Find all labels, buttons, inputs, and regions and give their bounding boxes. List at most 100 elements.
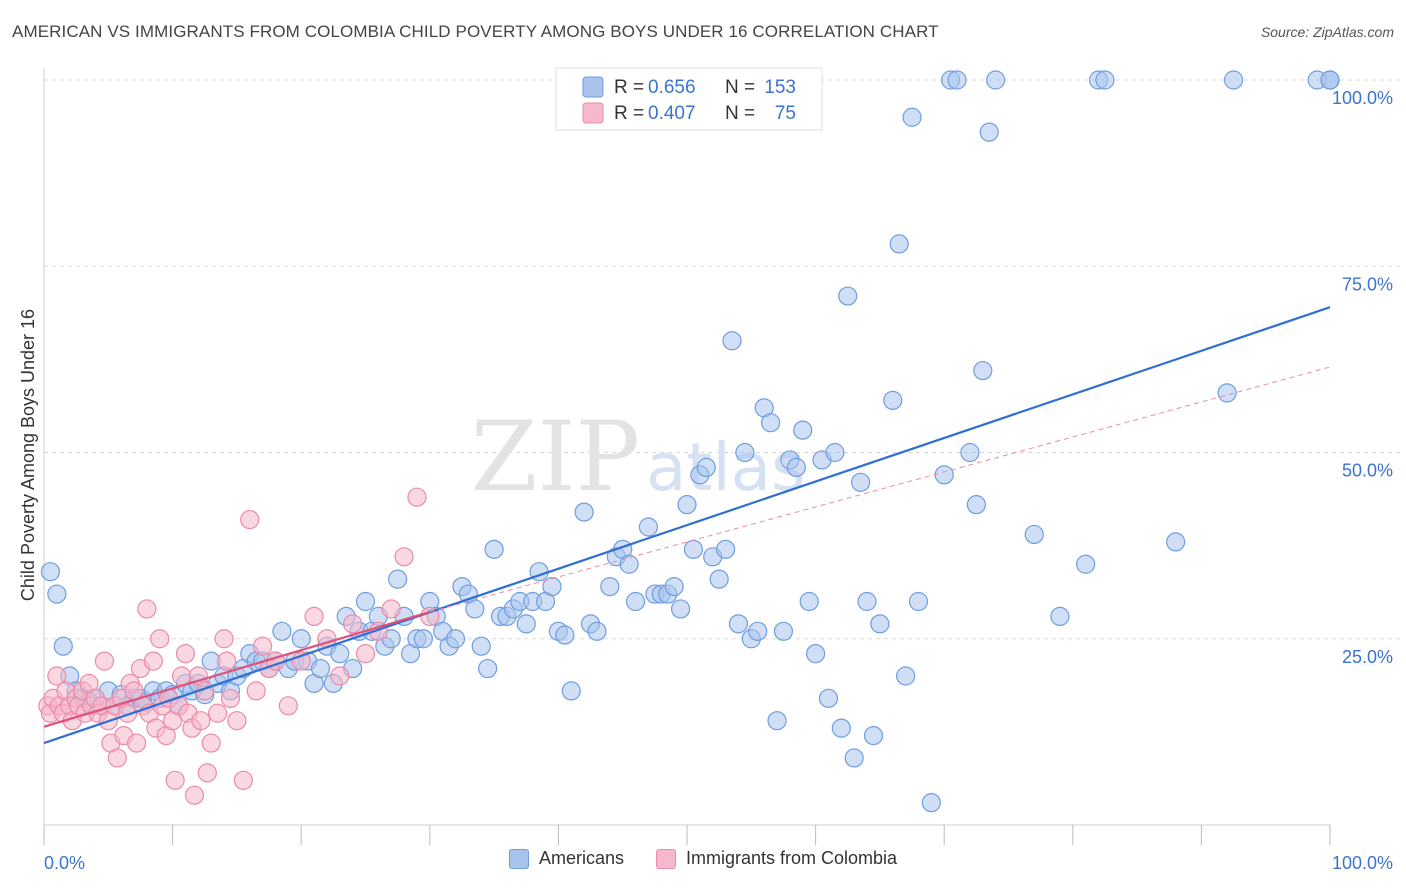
- legend-label-americans: Americans: [538, 848, 624, 868]
- point-americans: [799, 591, 819, 612]
- point-americans: [979, 122, 999, 142]
- x-tick-label-min: 0.0%: [44, 853, 85, 873]
- point-americans: [638, 517, 659, 537]
- y-axis-label: Child Poverty Among Boys Under 16: [18, 309, 38, 601]
- y-tick-label: 100.0%: [1332, 88, 1393, 108]
- point-americans: [1095, 70, 1115, 90]
- point-americans: [709, 569, 729, 589]
- point-colombia: [217, 651, 237, 671]
- point-americans: [857, 591, 877, 612]
- point-colombia: [191, 711, 211, 731]
- point-colombia: [201, 733, 221, 753]
- point-americans: [934, 465, 954, 485]
- point-americans: [728, 614, 749, 634]
- watermark: ZIP atlas: [471, 401, 806, 513]
- trend-layer: [43, 306, 1331, 745]
- legend-swatch-colombia-bottom: [655, 848, 676, 869]
- point-americans: [53, 636, 73, 656]
- point-americans: [47, 584, 67, 604]
- legend-item-colombia[interactable]: Immigrants from Colombia: [655, 848, 898, 869]
- point-americans: [818, 688, 839, 708]
- point-americans: [670, 599, 691, 619]
- point-americans: [844, 748, 864, 768]
- point-colombia: [47, 666, 67, 686]
- point-americans: [838, 286, 858, 306]
- point-americans: [786, 457, 806, 477]
- point-americans: [908, 591, 929, 612]
- point-americans: [986, 70, 1006, 90]
- point-americans: [683, 539, 704, 559]
- point-colombia: [214, 629, 234, 649]
- point-americans: [870, 614, 890, 634]
- point-americans: [1076, 554, 1096, 574]
- point-colombia: [394, 547, 414, 567]
- point-colombia: [208, 703, 228, 723]
- point-americans: [825, 442, 845, 463]
- point-colombia: [330, 666, 350, 686]
- point-colombia: [175, 644, 196, 664]
- point-colombia: [137, 599, 157, 619]
- point-colombia: [407, 487, 427, 507]
- point-americans: [767, 711, 787, 731]
- point-americans: [600, 576, 620, 597]
- point-americans: [831, 718, 851, 738]
- point-americans: [966, 495, 986, 515]
- point-americans: [40, 562, 61, 582]
- point-colombia: [240, 509, 260, 530]
- point-americans: [1320, 70, 1340, 90]
- point-americans: [677, 495, 697, 515]
- point-colombia: [220, 688, 241, 708]
- point-americans: [805, 644, 826, 664]
- point-americans: [722, 331, 742, 351]
- point-americans: [902, 107, 922, 127]
- point-americans: [863, 725, 884, 746]
- legend-r-value-americans: 0.656: [648, 77, 696, 98]
- point-americans: [413, 629, 433, 649]
- point-americans: [696, 457, 716, 477]
- point-americans: [1024, 524, 1044, 545]
- point-colombia: [150, 629, 170, 649]
- point-americans: [793, 420, 813, 440]
- point-colombia: [381, 599, 401, 619]
- source-credit: Source: ZipAtlas.com: [1260, 24, 1394, 40]
- legend-n-label-americans: N =: [725, 77, 755, 98]
- points-layer: [38, 70, 1340, 813]
- point-americans: [555, 625, 575, 645]
- point-americans: [561, 681, 581, 701]
- point-americans: [471, 636, 491, 656]
- point-americans: [715, 539, 736, 559]
- legend-label-colombia: Immigrants from Colombia: [685, 848, 898, 868]
- point-americans: [330, 644, 350, 664]
- y-tick-label: 50.0%: [1342, 461, 1393, 481]
- point-americans: [896, 666, 916, 686]
- point-americans: [478, 658, 498, 679]
- legend-n-label-colombia: N =: [725, 103, 755, 124]
- trend-line-americans: [43, 306, 1331, 745]
- point-americans: [947, 70, 967, 90]
- grid-layer: [44, 79, 1400, 640]
- point-americans: [516, 614, 536, 634]
- point-colombia: [117, 703, 138, 723]
- legend-swatch-americans: [582, 76, 604, 98]
- point-colombia: [253, 636, 273, 656]
- point-colombia: [233, 770, 253, 790]
- point-colombia: [126, 733, 147, 753]
- legend-item-americans[interactable]: Americans: [508, 848, 624, 869]
- legend-swatch-colombia: [582, 102, 604, 124]
- watermark-zip: ZIP: [471, 401, 640, 513]
- point-americans: [1166, 532, 1186, 552]
- point-americans: [960, 442, 980, 463]
- point-americans: [851, 472, 871, 492]
- trend-line-colombia-extension: [429, 366, 1331, 613]
- point-americans: [735, 442, 755, 463]
- point-americans: [445, 629, 466, 649]
- y-tick-label: 75.0%: [1342, 274, 1393, 294]
- point-americans: [889, 234, 909, 254]
- point-americans: [748, 621, 768, 641]
- legend-r-label-americans: R =: [614, 77, 644, 98]
- point-americans: [465, 599, 485, 619]
- point-americans: [664, 576, 684, 597]
- point-americans: [355, 591, 376, 612]
- point-americans: [484, 539, 504, 559]
